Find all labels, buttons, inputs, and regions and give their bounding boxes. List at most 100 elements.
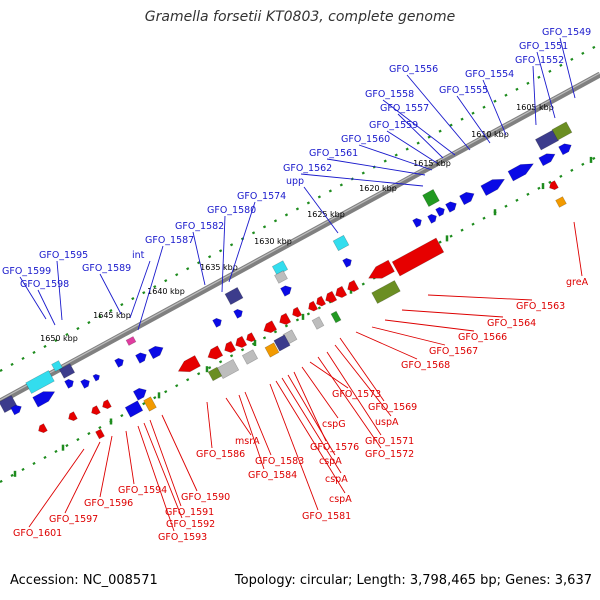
reverse-gene-leader-28 bbox=[64, 441, 101, 514]
forward-gene-leader-11 bbox=[326, 158, 426, 176]
kbp-label-7: 1635 kbp bbox=[200, 263, 238, 272]
forward-gene-label-14: GFO_1574 bbox=[237, 191, 286, 202]
forward-cds-21 bbox=[125, 336, 137, 346]
reverse-gene-label-1: greA bbox=[566, 277, 589, 288]
forward-gene-label-12: GFO_1562 bbox=[283, 163, 332, 174]
reverse-cds-26 bbox=[207, 366, 223, 382]
reverse-gene-leader-27 bbox=[99, 435, 113, 498]
forward-cds-8 bbox=[445, 201, 457, 213]
reverse-gene-leader-20 bbox=[225, 397, 252, 436]
kbp-label-9: 1645 kbp bbox=[93, 311, 131, 320]
forward-gene-leader-21 bbox=[19, 276, 47, 320]
reverse-gene-leader-15 bbox=[281, 377, 342, 474]
reverse-cds-30 bbox=[102, 399, 112, 410]
reverse-cds-5 bbox=[371, 280, 401, 304]
kbp-label-8: 1640 kbp bbox=[147, 287, 185, 296]
forward-cds-14 bbox=[342, 257, 352, 268]
forward-cds-16 bbox=[274, 270, 288, 284]
reverse-gene-label-5: GFO_1567 bbox=[429, 346, 478, 357]
forward-cds-10 bbox=[422, 188, 440, 208]
figure-title: Gramella forsetii KT0803, complete genom… bbox=[144, 9, 456, 25]
reverse-cds-22 bbox=[207, 345, 224, 360]
forward-gene-label-18: int bbox=[132, 250, 145, 261]
reverse-gene-label-17: GFO_1581 bbox=[302, 511, 351, 522]
forward-cds-25 bbox=[25, 370, 55, 394]
reverse-gene-leader-26 bbox=[125, 430, 135, 485]
forward-gene-label-22: GFO_1598 bbox=[20, 279, 69, 290]
genome-backbone-highlight bbox=[0, 72, 600, 401]
reverse-cds-24 bbox=[241, 349, 259, 365]
forward-cds-5 bbox=[507, 163, 535, 182]
forward-gene-label-13: upp bbox=[286, 176, 304, 187]
forward-gene-label-4: GFO_1554 bbox=[465, 69, 514, 80]
reverse-gene-label-11: GFO_1573 bbox=[332, 389, 381, 400]
forward-gene-leader-2 bbox=[536, 51, 556, 119]
reverse-cds-23 bbox=[177, 355, 201, 373]
reverse-gene-leader-8 bbox=[334, 344, 392, 417]
forward-cds-1 bbox=[558, 143, 572, 156]
reverse-cds-32 bbox=[68, 411, 78, 422]
reverse-gene-leader-7 bbox=[339, 337, 385, 402]
reverse-gene-label-25: GFO_1593 bbox=[158, 532, 207, 543]
reverse-gene-label-23: GFO_1591 bbox=[165, 507, 214, 518]
reverse-gene-label-2: GFO_1563 bbox=[516, 301, 565, 312]
forward-gene-label-15: GFO_1580 bbox=[207, 205, 256, 216]
reverse-gene-label-10: GFO_1572 bbox=[365, 449, 414, 460]
reverse-gene-leader-21 bbox=[206, 401, 213, 449]
forward-gene-label-1: GFO_1549 bbox=[542, 27, 591, 38]
forward-cds-12 bbox=[412, 217, 422, 228]
forward-tick-line bbox=[0, 43, 600, 372]
forward-cds-18 bbox=[224, 286, 244, 306]
reverse-tick-line bbox=[0, 154, 600, 483]
reverse-cds-34 bbox=[95, 428, 105, 440]
forward-cds-15 bbox=[271, 260, 289, 276]
forward-gene-leader-16 bbox=[192, 231, 206, 286]
reverse-cds-1 bbox=[549, 180, 559, 191]
forward-gene-leader-20 bbox=[56, 260, 63, 321]
reverse-gene-leader-22 bbox=[161, 414, 198, 492]
forward-cds-11 bbox=[427, 213, 437, 224]
reverse-cds-8 bbox=[325, 290, 338, 303]
genome-summary-text: Topology: circular; Length: 3,798,465 bp… bbox=[234, 573, 592, 588]
reverse-cds-14 bbox=[279, 312, 292, 325]
reverse-cds-6 bbox=[347, 279, 360, 292]
forward-cds-29 bbox=[32, 391, 56, 408]
forward-gene-leader-12 bbox=[300, 173, 424, 187]
reverse-cds-4 bbox=[368, 259, 395, 279]
forward-cds-4 bbox=[551, 121, 573, 141]
reverse-gene-leader-29 bbox=[28, 448, 85, 528]
forward-cds-27 bbox=[64, 378, 74, 389]
reverse-cds-19 bbox=[246, 332, 256, 343]
reverse-gene-label-9: GFO_1571 bbox=[365, 436, 414, 447]
forward-gene-label-8: GFO_1557 bbox=[380, 103, 429, 114]
forward-gene-leader-18 bbox=[129, 260, 151, 319]
reverse-cds-31 bbox=[91, 405, 101, 416]
reverse-gene-label-29: GFO_1601 bbox=[13, 528, 62, 539]
forward-gene-label-11: GFO_1561 bbox=[309, 148, 358, 159]
reverse-cds-29 bbox=[143, 396, 157, 412]
reverse-gene-label-20: msrA bbox=[235, 436, 260, 447]
forward-gene-label-20: GFO_1595 bbox=[39, 250, 88, 261]
reverse-gene-label-21: GFO_1586 bbox=[196, 449, 245, 460]
reverse-gene-leader-11 bbox=[309, 361, 349, 389]
forward-gene-leader-9 bbox=[386, 130, 438, 164]
reverse-gene-label-24: GFO_1592 bbox=[166, 519, 215, 530]
genome-backbone bbox=[0, 71, 600, 405]
forward-gene-leader-7 bbox=[382, 99, 456, 156]
reverse-gene-label-16: cspA bbox=[329, 494, 352, 505]
reverse-gene-label-12: cspG bbox=[322, 419, 346, 430]
forward-gene-leader-15 bbox=[221, 215, 226, 293]
forward-gene-label-6: GFO_1556 bbox=[389, 64, 438, 75]
forward-gene-leader-4 bbox=[482, 79, 507, 136]
forward-gene-leader-17 bbox=[137, 245, 164, 331]
reverse-gene-label-28: GFO_1597 bbox=[49, 514, 98, 525]
reverse-gene-label-3: GFO_1564 bbox=[487, 318, 536, 329]
reverse-cds-17 bbox=[273, 334, 291, 352]
reverse-cds-15 bbox=[263, 320, 278, 334]
reverse-gene-leader-16 bbox=[275, 380, 346, 494]
forward-cds-2 bbox=[538, 153, 556, 167]
forward-gene-label-17: GFO_1587 bbox=[145, 235, 194, 246]
reverse-cds-3 bbox=[391, 237, 445, 277]
forward-gene-label-5: GFO_1555 bbox=[439, 85, 488, 96]
reverse-gene-leader-10 bbox=[317, 356, 382, 449]
